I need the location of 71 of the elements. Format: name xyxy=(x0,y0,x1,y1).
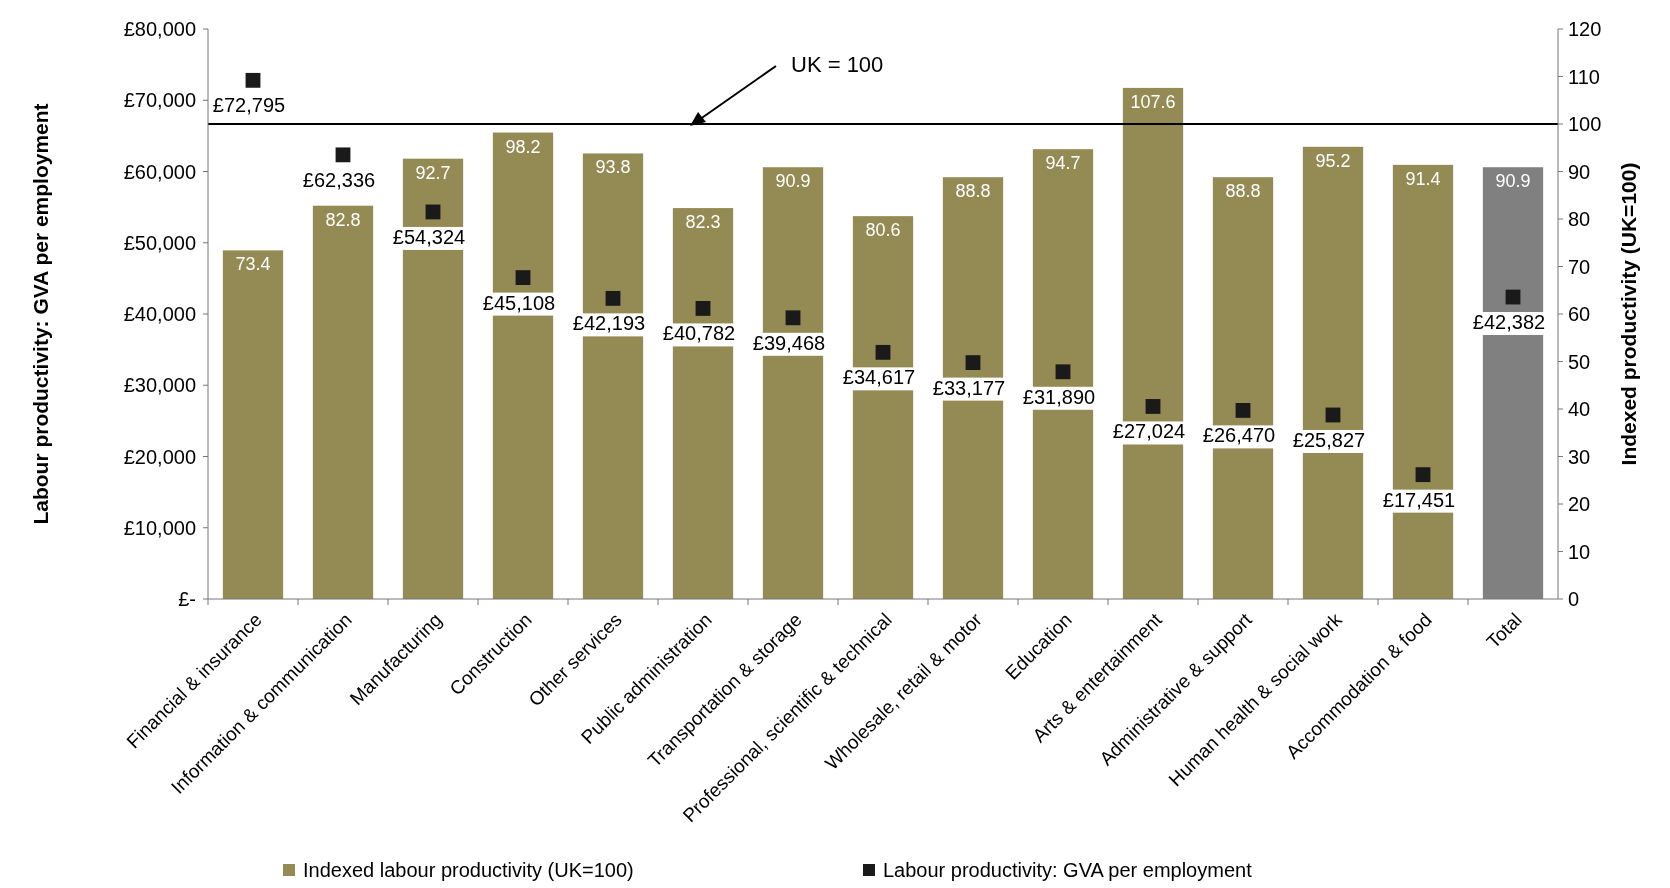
point xyxy=(515,270,531,286)
y-tick-label: £10,000 xyxy=(123,516,196,539)
y2-axis-title: Indexed productivity (UK=100) xyxy=(1617,162,1640,466)
data-label: £33,177 xyxy=(932,376,1006,399)
ref-line-label: UK = 100 xyxy=(791,52,884,77)
y-tick-label: £40,000 xyxy=(123,303,196,325)
y-tick-label: £50,000 xyxy=(123,231,196,254)
y2-tick-label: 120 xyxy=(1568,18,1602,40)
y-tick-label: £20,000 xyxy=(123,445,196,468)
data-label: 92.7 xyxy=(415,162,451,183)
y2-tick-label: 60 xyxy=(1568,303,1591,325)
data-label: 98.2 xyxy=(505,136,541,157)
y-axis-title: Labour productivity: GVA per employment xyxy=(29,103,52,525)
data-label: £27,024 xyxy=(1112,420,1186,443)
data-label: 88.8 xyxy=(955,181,991,202)
data-label: £25,827 xyxy=(1292,428,1366,451)
y2-tick-label: 80 xyxy=(1568,208,1591,230)
point xyxy=(875,344,891,360)
y-tick-label: £80,000 xyxy=(123,18,196,40)
data-label: 88.8 xyxy=(1225,181,1261,202)
y2-tick-label: 20 xyxy=(1568,493,1591,515)
y2-tick-label: 90 xyxy=(1568,160,1591,183)
data-label: £42,382 xyxy=(1472,311,1546,334)
data-label: 90.9 xyxy=(775,171,811,192)
bar xyxy=(312,205,374,599)
data-label: £62,336 xyxy=(302,168,376,191)
data-label: 94.7 xyxy=(1045,153,1081,174)
y2-tick-label: 50 xyxy=(1568,350,1591,373)
y2-tick-label: 30 xyxy=(1568,445,1591,468)
data-label: 90.9 xyxy=(1495,171,1531,192)
data-label: £42,193 xyxy=(572,312,646,335)
y2-tick-label: 110 xyxy=(1568,65,1600,88)
data-label: 73.4 xyxy=(235,254,271,275)
legend-label: Labour productivity: GVA per employment xyxy=(883,859,1253,881)
point xyxy=(605,290,621,306)
data-label: £31,890 xyxy=(1022,385,1096,408)
data-label: £39,468 xyxy=(752,331,826,354)
data-label: 80.6 xyxy=(865,220,901,241)
point xyxy=(335,147,351,163)
data-label: £26,470 xyxy=(1202,424,1276,447)
data-label: 107.6 xyxy=(1130,91,1176,112)
point xyxy=(1145,399,1161,414)
y2-tick-label: 10 xyxy=(1568,540,1591,563)
point xyxy=(245,72,261,88)
data-label: 82.8 xyxy=(325,209,361,230)
point xyxy=(785,310,801,326)
data-label: £34,617 xyxy=(842,366,916,389)
y-tick-label: £60,000 xyxy=(123,160,196,183)
point xyxy=(1055,364,1071,380)
y2-tick-label: 0 xyxy=(1568,588,1580,610)
legend-label: Indexed labour productivity (UK=100) xyxy=(303,859,634,881)
y-tick-label: £- xyxy=(178,588,196,610)
point xyxy=(695,301,711,316)
data-label: £17,451 xyxy=(1382,488,1456,511)
data-label: 95.2 xyxy=(1315,150,1351,171)
y2-tick-label: 100 xyxy=(1568,113,1602,135)
data-label: £45,108 xyxy=(482,291,556,314)
data-label: 93.8 xyxy=(595,157,631,178)
point xyxy=(965,355,981,371)
y2-tick-label: 40 xyxy=(1568,398,1591,420)
point xyxy=(1235,402,1251,418)
data-label: 82.3 xyxy=(685,212,721,233)
y-tick-label: £70,000 xyxy=(123,89,196,112)
data-label: £72,795 xyxy=(212,94,286,117)
y-tick-label: £30,000 xyxy=(123,374,196,397)
y2-tick-label: 70 xyxy=(1568,255,1591,278)
data-label: £40,782 xyxy=(662,322,736,345)
point xyxy=(1415,467,1431,483)
data-label: 91.4 xyxy=(1405,168,1441,189)
data-label: £54,324 xyxy=(392,225,466,248)
bar xyxy=(222,250,284,599)
